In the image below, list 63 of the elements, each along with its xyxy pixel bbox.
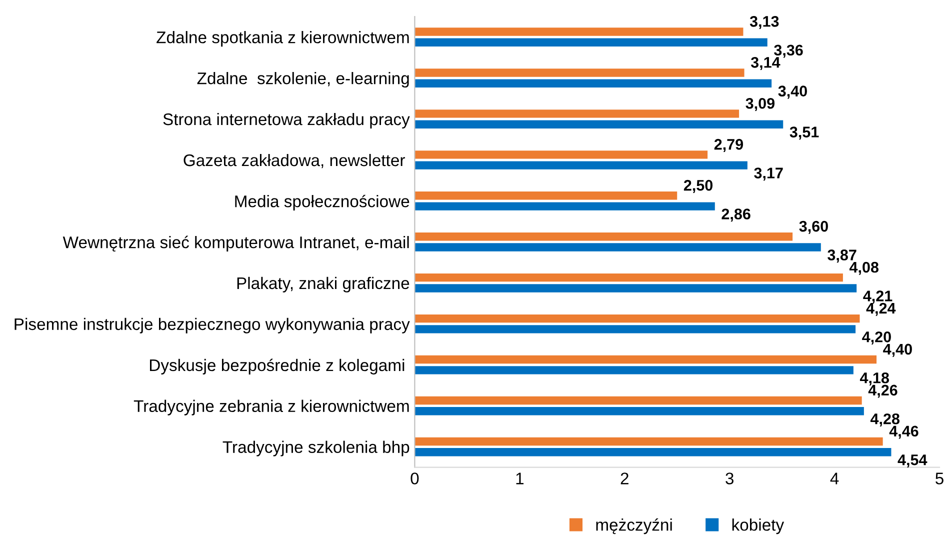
data-label: 3,36 (774, 44, 803, 58)
y-tick-label: Media społecznościowe (235, 194, 410, 211)
bar (414, 273, 843, 282)
y-tick-label: Wewnętrzna sieć komputerowa Intranet, e-mail (62, 236, 409, 252)
bar (414, 396, 862, 405)
bar (414, 437, 883, 446)
bar (414, 38, 768, 46)
data-label: 4,26 (868, 384, 898, 398)
data-label: 4,28 (870, 413, 900, 426)
data-label: 3,13 (750, 16, 779, 30)
data-label: 2,79 (714, 138, 744, 152)
x-tick-label: 0 (410, 472, 419, 484)
x-tick-label: 1 (516, 472, 524, 484)
y-tick-label: Zdalne szkolenie, e-learning (197, 72, 409, 88)
y-tick-label: Pisemne instrukcje bezpiecznego wykonywania pracy (14, 318, 410, 334)
y-tick-label: Dyskusje bezpośrednie z kolegami (150, 358, 404, 374)
data-label: 3,40 (778, 86, 807, 99)
data-label: 3,87 (828, 250, 856, 263)
legend-label: mężczyźni (596, 518, 672, 534)
data-label: 4,40 (883, 344, 912, 357)
bar (414, 202, 715, 210)
data-label: 3,09 (746, 98, 775, 111)
x-tick-label: 3 (726, 472, 734, 484)
data-label: 4,21 (863, 290, 892, 304)
bar (414, 150, 708, 159)
bar (414, 161, 748, 170)
data-label: 4,46 (889, 426, 918, 439)
data-label: 3,14 (750, 56, 780, 70)
bar (414, 284, 857, 292)
bar (414, 366, 854, 374)
data-label: 3,51 (790, 126, 819, 140)
bar (414, 28, 744, 36)
data-label: 2,50 (684, 180, 713, 193)
x-tick-label: 4 (830, 472, 839, 484)
bar (414, 243, 821, 252)
data-label: 2,86 (722, 208, 750, 222)
data-label: 4,24 (866, 302, 896, 316)
data-label: 3,60 (799, 220, 828, 234)
data-label: 4,08 (849, 262, 879, 275)
bar (414, 79, 772, 88)
bar (414, 120, 784, 128)
bar (414, 314, 860, 323)
data-label: 4,54 (898, 454, 928, 468)
y-tick-label: Tradycyjne zebrania z kierownictwem (134, 400, 409, 416)
y-tick-label: Tradycyjne szkolenia bhp (222, 440, 410, 456)
legend-label: kobiety (732, 518, 784, 534)
bar (414, 325, 856, 334)
bar (414, 110, 740, 118)
x-tick-label: 5 (936, 472, 944, 484)
data-label: 4,20 (862, 332, 891, 345)
bar (414, 407, 864, 416)
bar (414, 68, 744, 77)
data-label: 4,18 (860, 372, 890, 386)
data-label: 3,17 (754, 168, 783, 181)
bar (414, 232, 793, 241)
y-tick-label: Plakaty, znaki graficzne (237, 276, 410, 292)
bar (414, 192, 678, 200)
y-tick-label: Strona internetowa zakładu pracy (163, 112, 410, 129)
x-tick-label: 2 (620, 472, 628, 484)
bar (414, 448, 892, 456)
y-tick-label: Gazeta zakładowa, newsletter (184, 154, 405, 168)
bar (414, 355, 877, 364)
y-tick-label: Zdalne spotkania z kierownictwem (156, 31, 409, 47)
